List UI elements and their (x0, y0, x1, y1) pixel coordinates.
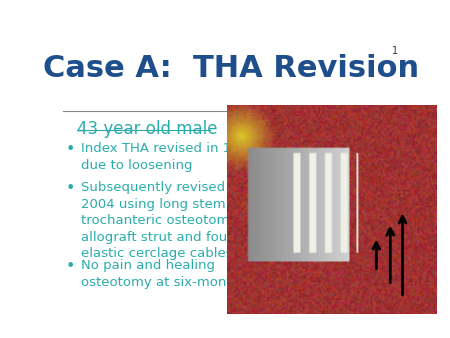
Text: •: • (66, 142, 75, 157)
Text: No pain and healing
osteotomy at six-months: No pain and healing osteotomy at six-mon… (81, 259, 247, 289)
Text: Case A:  THA Revision: Case A: THA Revision (43, 54, 419, 82)
Text: 1: 1 (392, 46, 398, 56)
Text: Index THA revised in 1995
due to loosening: Index THA revised in 1995 due to looseni… (81, 142, 256, 172)
Text: Subsequently revised in
2004 using long stem via
trochanteric osteotomy, with
al: Subsequently revised in 2004 using long … (81, 181, 274, 260)
Text: •: • (66, 259, 75, 274)
Text: •: • (66, 181, 75, 196)
Text: 43 year old male: 43 year old male (77, 120, 218, 138)
